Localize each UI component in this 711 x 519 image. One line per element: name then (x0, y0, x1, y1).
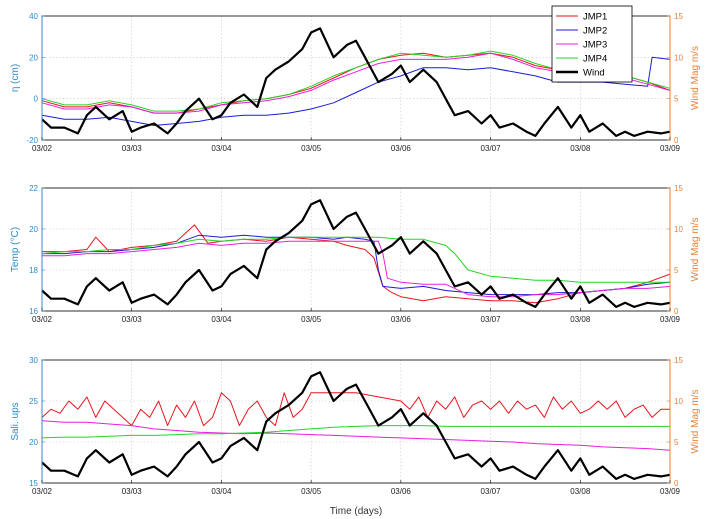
y-tick-label: 20 (29, 225, 38, 234)
legend-label-jmp3: JMP3 (583, 40, 607, 51)
y-tick-label: 15 (29, 479, 38, 488)
x-tick-label: 03/02 (32, 144, 53, 153)
x-tick-label: 03/05 (301, 487, 322, 496)
legend-label-jmp1: JMP1 (583, 12, 607, 23)
x-axis-label: Time (days) (330, 506, 382, 517)
y-tick-label: 22 (29, 184, 38, 193)
x-tick-label: 03/04 (211, 315, 232, 324)
legend-label-jmp4: JMP4 (583, 54, 607, 65)
x-tick-label: 03/06 (391, 144, 412, 153)
y-tick-label: 16 (29, 307, 38, 316)
x-tick-label: 03/07 (481, 487, 502, 496)
y-axis-label: Sali. ups (10, 402, 21, 440)
legend-label-wind: Wind (583, 68, 605, 79)
y2-tick-label: 5 (674, 95, 679, 104)
x-tick-label: 03/08 (570, 144, 591, 153)
y2-tick-label: 5 (674, 438, 679, 447)
x-tick-label: 03/03 (122, 144, 143, 153)
series-line-wind (41, 371, 671, 480)
x-tick-label: 03/03 (122, 315, 143, 324)
legend: JMP1 JMP2 JMP3 JMP4 Wind (551, 5, 633, 83)
series-line-jmp2 (42, 234, 671, 296)
panel-2: 03/02 03/03 03/04 03/05 03/06 03/07 03/08 03/09… (10, 184, 701, 324)
y-tick-label: 20 (29, 53, 38, 62)
series-line-wind (41, 27, 671, 137)
series-line-jmp4 (41, 425, 670, 439)
y-tick-label: 40 (29, 12, 38, 21)
y-tick-label: 25 (29, 397, 38, 406)
x-tick-label: 03/07 (481, 315, 502, 324)
x-tick-label: 03/04 (211, 144, 232, 153)
x-tick-label: 03/09 (660, 487, 681, 496)
y2-tick-label: 0 (674, 307, 679, 316)
x-tick-label: 03/08 (570, 315, 591, 324)
x-tick-label: 03/04 (211, 487, 232, 496)
x-tick-label: 03/06 (391, 315, 412, 324)
y-tick-label: 0 (34, 95, 39, 104)
y-axis-label: η (cm) (10, 64, 21, 92)
y2-axis-label: Wind Mag m/s (690, 218, 701, 282)
y-tick-label: 20 (29, 438, 38, 447)
y2-tick-label: 5 (674, 266, 679, 275)
x-tick-label: 03/07 (481, 144, 502, 153)
panel-1: 03/02 03/03 03/04 03/05 03/06 03/07 03/08 03/09… (10, 5, 701, 153)
y2-tick-label: 10 (674, 53, 683, 62)
y2-axis-label: Wind Mag m/s (690, 390, 701, 454)
panel-3: 03/02 03/03 03/04 03/05 03/06 03/07 03/08 03/09… (10, 356, 701, 517)
series-line-jmp4 (41, 236, 670, 283)
x-tick-label: 03/05 (301, 144, 322, 153)
series-line-jmp3 (41, 420, 671, 451)
series-line-jmp3 (42, 240, 671, 298)
x-tick-label: 03/03 (122, 487, 143, 496)
x-tick-label: 03/02 (32, 315, 53, 324)
y2-axis-label: Wind Mag m/s (690, 46, 701, 110)
y-axis-label: Temp (°C) (10, 227, 21, 272)
x-tick-label: 03/06 (391, 487, 412, 496)
x-tick-label: 03/09 (660, 315, 681, 324)
y2-tick-label: 15 (674, 356, 683, 365)
x-tick-label: 03/09 (660, 144, 681, 153)
x-tick-label: 03/05 (301, 315, 322, 324)
y2-tick-label: 0 (674, 136, 679, 145)
series-line-jmp1 (41, 392, 670, 427)
x-tick-label: 03/08 (570, 487, 591, 496)
y-tick-label: 30 (29, 356, 38, 365)
y2-tick-label: 15 (674, 12, 683, 21)
y2-tick-label: 15 (674, 184, 683, 193)
y-tick-label: 18 (29, 266, 38, 275)
x-tick-label: 03/02 (32, 487, 53, 496)
y2-tick-label: 0 (674, 479, 679, 488)
y2-tick-label: 10 (674, 225, 683, 234)
legend-label-jmp2: JMP2 (583, 26, 607, 37)
y-tick-label: -20 (26, 136, 38, 145)
y2-tick-label: 10 (674, 397, 683, 406)
series-line-jmp1 (42, 224, 671, 304)
series-line-wind (41, 199, 671, 308)
